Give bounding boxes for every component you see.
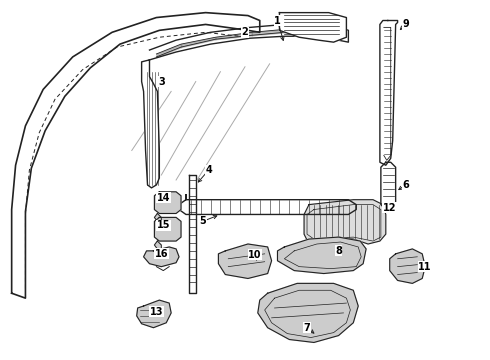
Polygon shape xyxy=(154,192,181,213)
Polygon shape xyxy=(154,213,161,221)
Polygon shape xyxy=(179,195,356,215)
Polygon shape xyxy=(137,300,171,328)
Polygon shape xyxy=(380,21,397,165)
Text: 13: 13 xyxy=(149,307,163,317)
Polygon shape xyxy=(189,175,196,293)
Text: 9: 9 xyxy=(402,19,409,30)
Text: 5: 5 xyxy=(199,216,206,226)
Text: 7: 7 xyxy=(304,323,310,333)
Text: 14: 14 xyxy=(156,193,170,203)
Text: 11: 11 xyxy=(418,262,432,272)
Polygon shape xyxy=(258,283,358,342)
Polygon shape xyxy=(154,241,161,249)
Polygon shape xyxy=(219,244,271,278)
Polygon shape xyxy=(381,162,395,210)
Polygon shape xyxy=(279,13,346,42)
Polygon shape xyxy=(154,217,181,241)
Text: 4: 4 xyxy=(205,165,212,175)
Polygon shape xyxy=(144,247,179,267)
Polygon shape xyxy=(304,200,386,244)
Text: 16: 16 xyxy=(154,249,168,259)
Text: 6: 6 xyxy=(402,180,409,190)
Text: 8: 8 xyxy=(335,246,342,256)
Polygon shape xyxy=(277,237,366,274)
Text: 2: 2 xyxy=(242,27,248,37)
Text: 1: 1 xyxy=(274,15,281,26)
Text: 12: 12 xyxy=(383,203,396,212)
Polygon shape xyxy=(149,24,348,60)
Text: 10: 10 xyxy=(248,250,262,260)
Text: 3: 3 xyxy=(158,77,165,86)
Polygon shape xyxy=(390,249,425,283)
Text: 15: 15 xyxy=(156,220,170,230)
Polygon shape xyxy=(142,60,159,188)
